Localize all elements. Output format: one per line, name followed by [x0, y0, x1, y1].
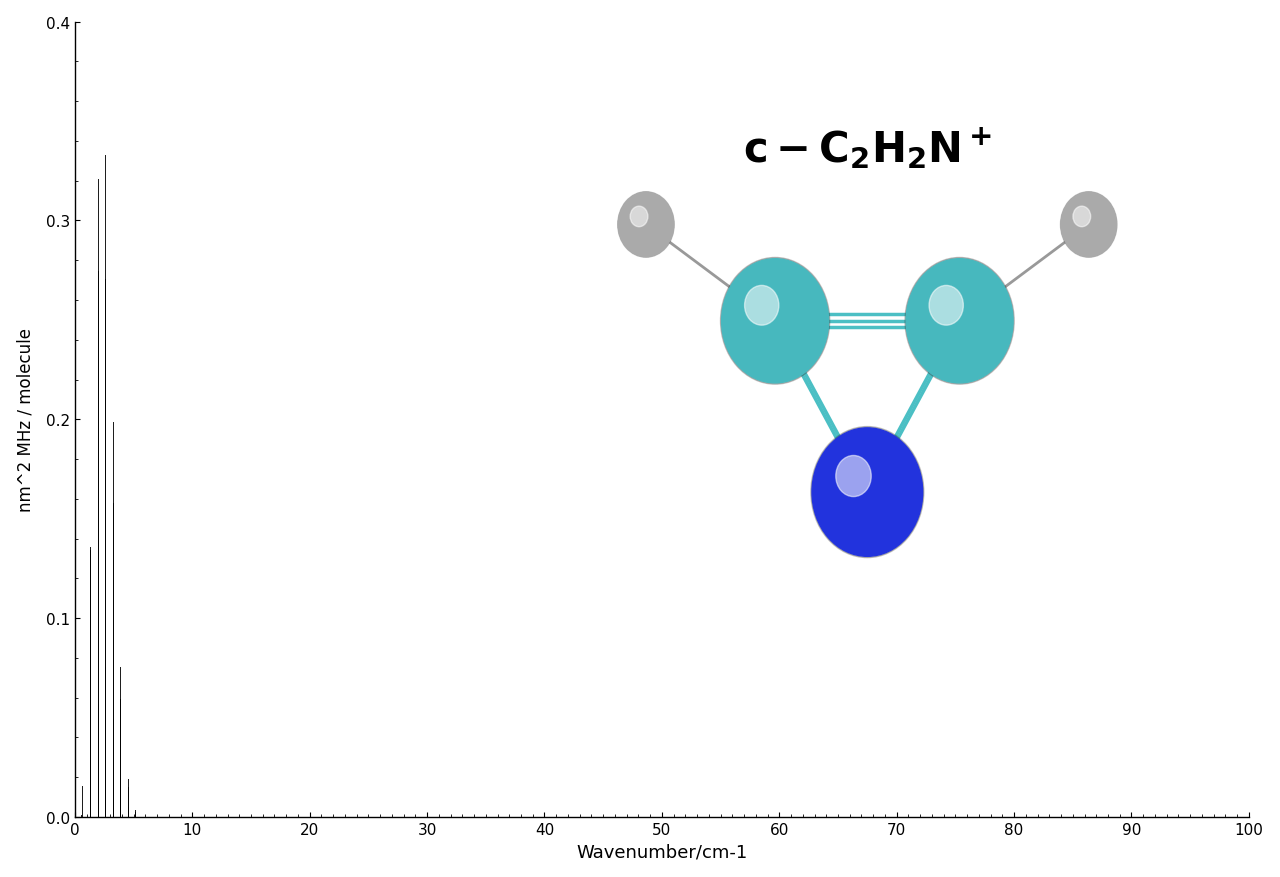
- Y-axis label: nm^2 MHz / molecule: nm^2 MHz / molecule: [17, 328, 35, 511]
- X-axis label: Wavenumber/cm-1: Wavenumber/cm-1: [576, 843, 748, 860]
